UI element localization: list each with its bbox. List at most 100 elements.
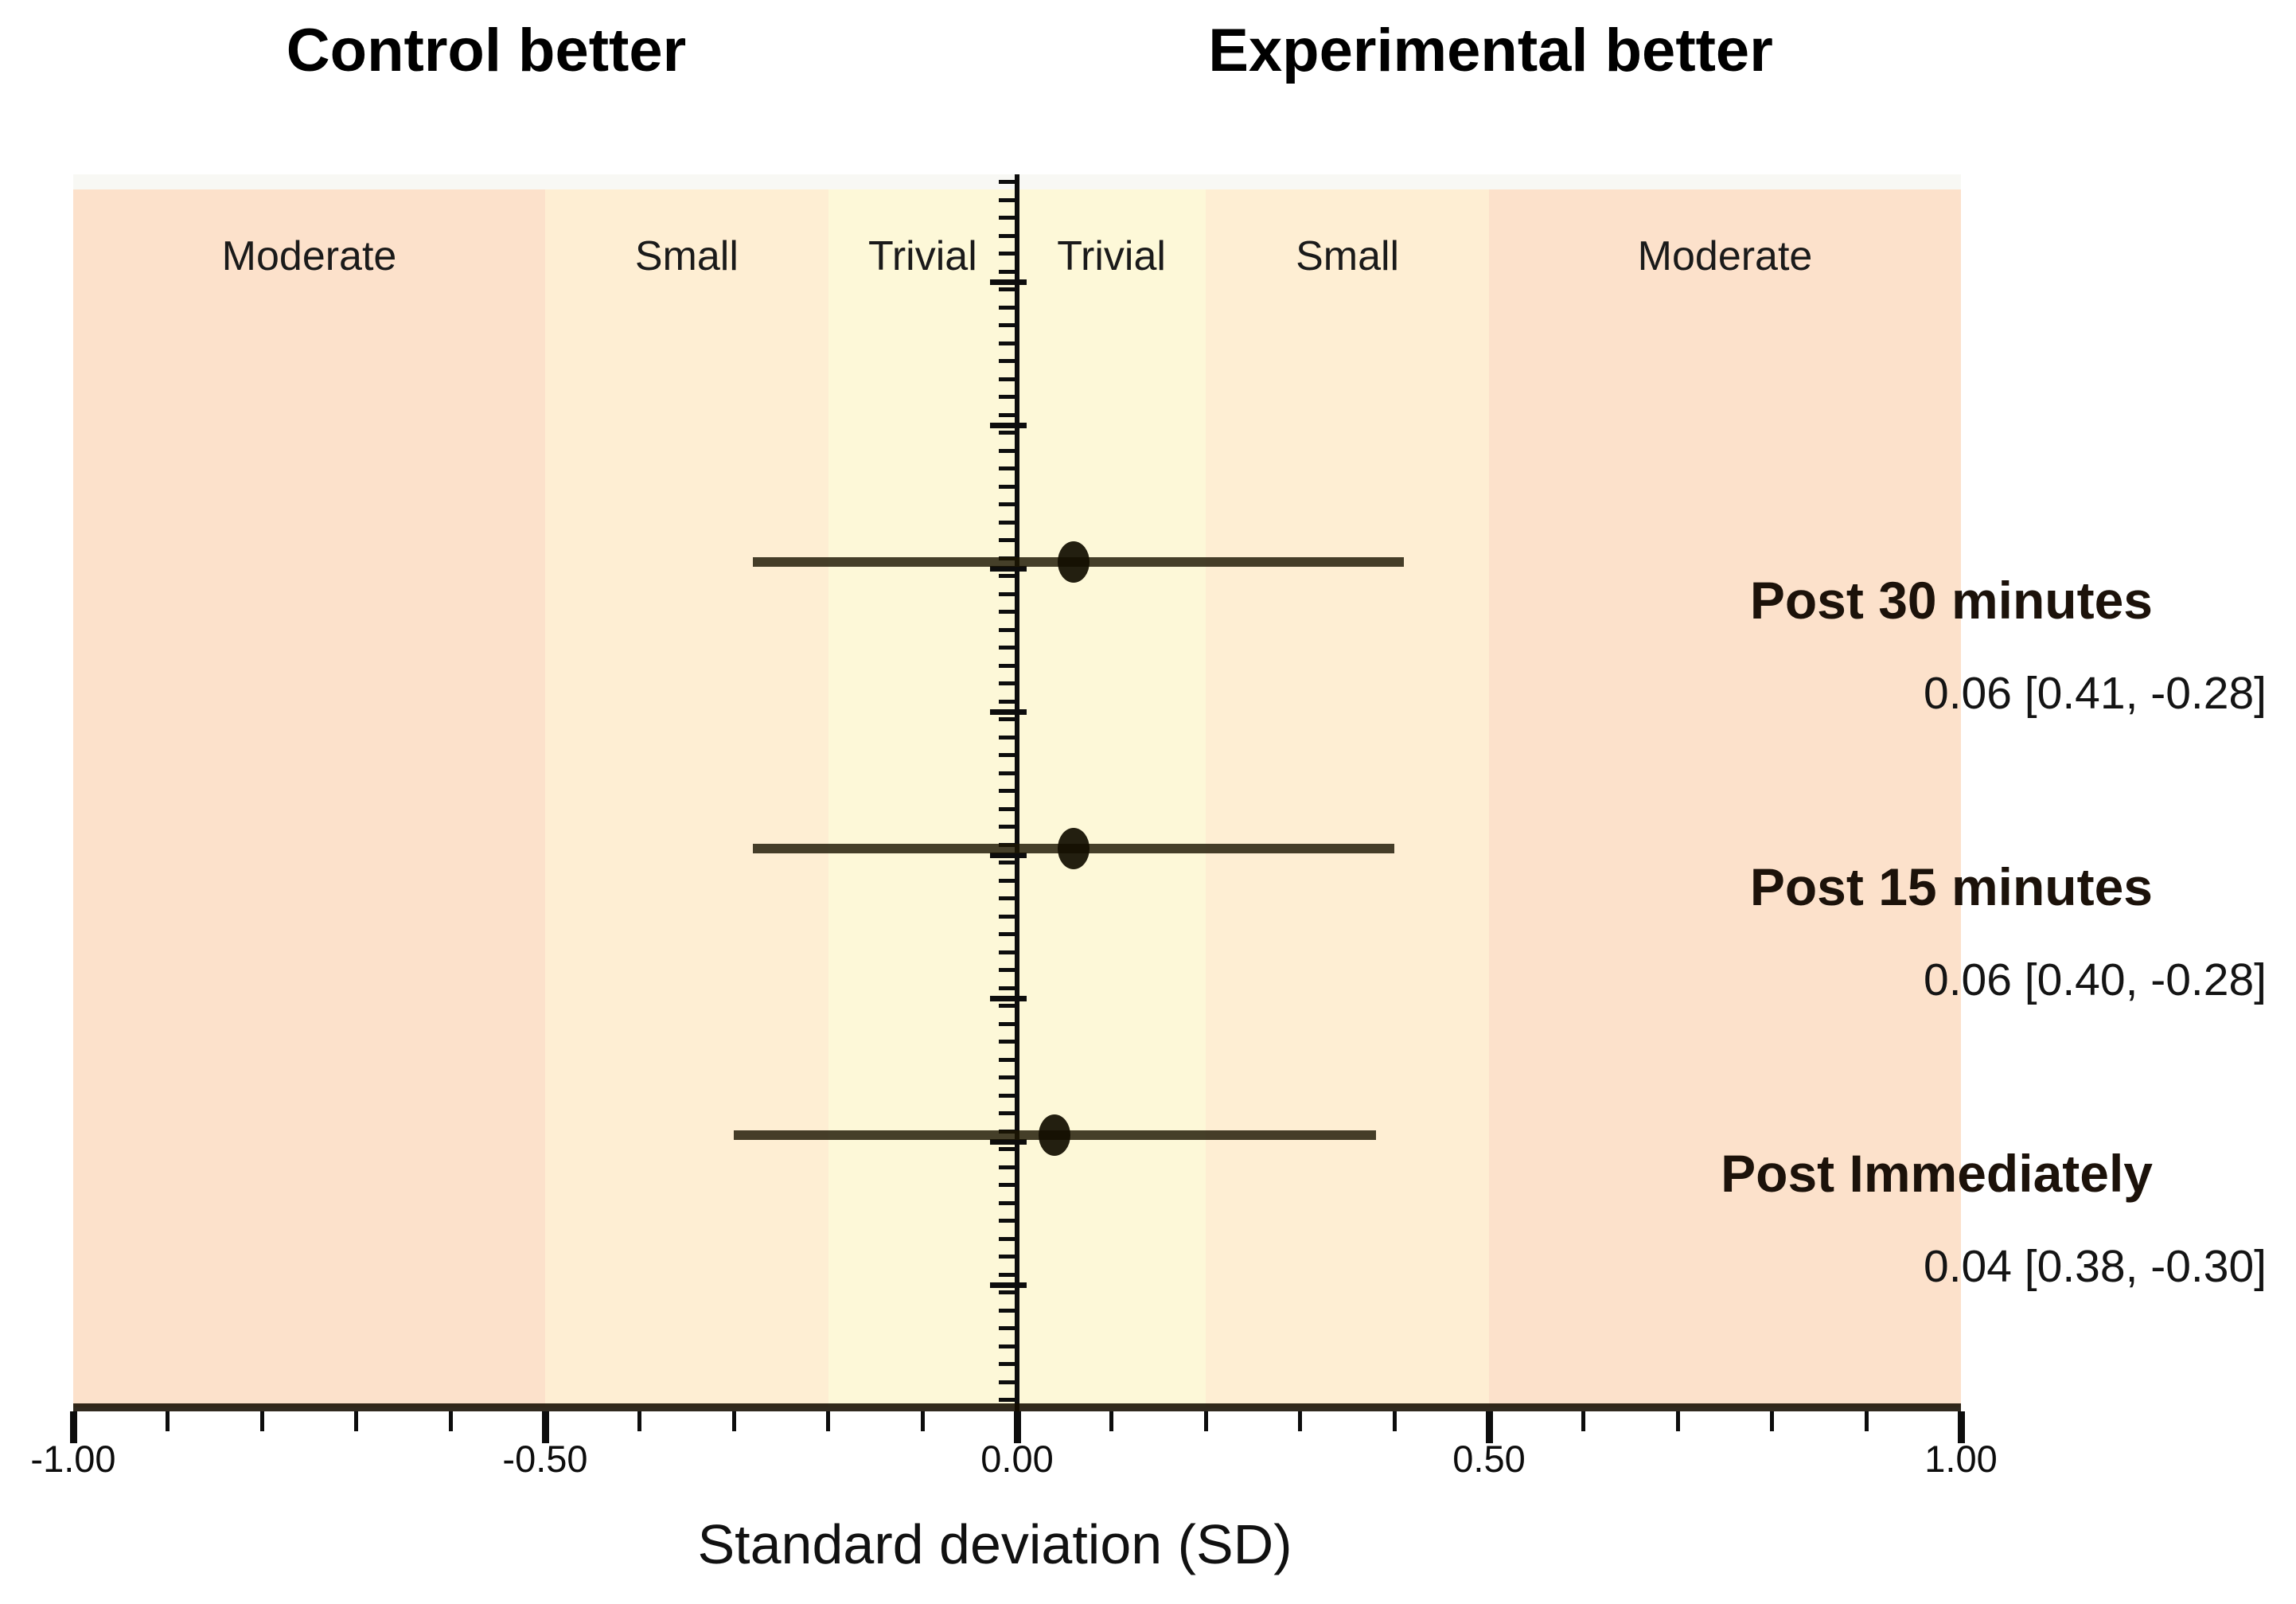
x-axis-minor-tick xyxy=(1864,1411,1869,1431)
y-axis-minor-tick xyxy=(999,395,1015,399)
zone-band-small-control xyxy=(545,189,828,1407)
y-axis-minor-tick xyxy=(999,180,1015,184)
y-axis-minor-tick xyxy=(999,681,1015,685)
data-point-marker xyxy=(1058,541,1090,583)
y-axis-minor-tick xyxy=(999,502,1015,506)
y-axis-minor-tick xyxy=(999,1021,1015,1026)
x-axis-major-tick xyxy=(1485,1411,1493,1443)
x-axis-minor-tick xyxy=(1203,1411,1208,1431)
x-axis-minor-tick xyxy=(1770,1411,1775,1431)
y-axis-minor-tick xyxy=(999,1200,1015,1205)
y-axis-minor-tick xyxy=(999,1362,1015,1366)
y-axis-minor-tick xyxy=(999,1290,1015,1294)
x-axis-major-tick xyxy=(1013,1411,1021,1443)
x-axis-major-tick xyxy=(541,1411,549,1443)
x-axis-minor-tick xyxy=(1392,1411,1397,1431)
y-axis-minor-tick xyxy=(999,806,1015,811)
y-axis-minor-tick xyxy=(999,466,1015,470)
y-axis-minor-tick xyxy=(999,252,1015,256)
y-axis-minor-tick xyxy=(999,1147,1015,1151)
study-value: 0.06 [0.41, -0.28] xyxy=(1924,668,2267,719)
y-axis-major-tick xyxy=(990,423,1027,428)
x-axis-tick-label: -0.50 xyxy=(502,1438,588,1480)
y-axis-minor-tick xyxy=(999,896,1015,900)
y-axis-minor-tick xyxy=(999,1165,1015,1169)
y-axis-minor-tick xyxy=(999,341,1015,345)
y-axis-minor-tick xyxy=(999,591,1015,596)
y-axis-minor-tick xyxy=(999,269,1015,274)
y-axis-minor-tick xyxy=(999,825,1015,829)
zone-label-trivial-control: Trivial xyxy=(868,233,977,279)
y-axis-major-tick xyxy=(990,279,1027,285)
y-axis-minor-tick xyxy=(999,1219,1015,1223)
y-axis-major-tick xyxy=(990,1282,1027,1288)
zone-label-small-experimental: Small xyxy=(1296,233,1400,279)
y-axis-minor-tick xyxy=(999,968,1015,972)
y-axis-minor-tick xyxy=(999,1057,1015,1062)
y-axis-minor-tick xyxy=(999,610,1015,614)
y-axis-minor-tick xyxy=(999,1236,1015,1241)
y-axis-minor-tick xyxy=(999,646,1015,650)
x-axis-line xyxy=(73,1403,1961,1411)
y-axis-minor-tick xyxy=(999,574,1015,578)
y-axis-minor-tick xyxy=(999,1040,1015,1044)
y-axis-minor-tick xyxy=(999,699,1015,704)
y-axis-minor-tick xyxy=(999,484,1015,489)
y-axis-minor-tick xyxy=(999,663,1015,668)
y-axis-minor-tick xyxy=(999,789,1015,793)
y-axis-minor-tick xyxy=(999,448,1015,453)
x-axis-tick-label: 1.00 xyxy=(1924,1438,1998,1480)
y-axis-minor-tick xyxy=(999,323,1015,327)
zone-band-moderate-control xyxy=(73,189,545,1407)
y-axis-minor-tick xyxy=(999,878,1015,883)
zone-band-trivial-experimental xyxy=(1017,189,1206,1407)
x-axis-tick-label: -1.00 xyxy=(30,1438,116,1480)
study-label: Post 30 minutes xyxy=(1749,571,2153,630)
x-axis-minor-tick xyxy=(166,1411,170,1431)
x-axis-minor-tick xyxy=(826,1411,831,1431)
zero-axis-line xyxy=(1015,174,1019,1414)
x-axis-tick-label: 0.50 xyxy=(1452,1438,1526,1480)
x-axis-minor-tick xyxy=(920,1411,925,1431)
y-axis-minor-tick xyxy=(999,1075,1015,1079)
y-axis-minor-tick xyxy=(999,1398,1015,1402)
y-axis-minor-tick xyxy=(999,735,1015,740)
header-control-better: Control better xyxy=(286,17,687,84)
y-axis-minor-tick xyxy=(999,520,1015,525)
study-label: Post 15 minutes xyxy=(1749,857,2153,916)
x-axis-tick-label: 0.00 xyxy=(980,1438,1054,1480)
y-axis-minor-tick xyxy=(999,1272,1015,1277)
y-axis-major-tick xyxy=(990,709,1027,715)
y-axis-minor-tick xyxy=(999,1344,1015,1348)
y-axis-minor-tick xyxy=(999,932,1015,936)
y-axis-minor-tick xyxy=(999,412,1015,417)
x-axis-minor-tick xyxy=(1109,1411,1114,1431)
y-axis-major-tick xyxy=(990,996,1027,1001)
data-point-marker xyxy=(1058,828,1090,869)
x-axis-minor-tick xyxy=(1675,1411,1680,1431)
y-axis-minor-tick xyxy=(999,431,1015,435)
x-axis-minor-tick xyxy=(1298,1411,1303,1431)
y-axis-minor-tick xyxy=(999,233,1015,238)
y-axis-minor-tick xyxy=(999,1183,1015,1187)
y-axis-minor-tick xyxy=(999,627,1015,632)
x-axis-major-tick xyxy=(69,1411,77,1443)
y-axis-minor-tick xyxy=(999,197,1015,202)
zone-band-small-experimental xyxy=(1206,189,1489,1407)
zone-label-moderate-control: Moderate xyxy=(221,233,397,279)
y-axis-major-tick xyxy=(990,566,1027,572)
y-axis-minor-tick xyxy=(999,1326,1015,1330)
x-axis-minor-tick xyxy=(1581,1411,1586,1431)
y-axis-minor-tick xyxy=(999,985,1015,990)
zone-band-trivial-control xyxy=(828,189,1017,1407)
y-axis-minor-tick xyxy=(999,1004,1015,1008)
study-value: 0.04 [0.38, -0.30] xyxy=(1924,1241,2267,1292)
y-axis-minor-tick xyxy=(999,1380,1015,1384)
zone-label-trivial-experimental: Trivial xyxy=(1057,233,1166,279)
x-axis-minor-tick xyxy=(637,1411,642,1431)
x-axis-title: Standard deviation (SD) xyxy=(697,1513,1292,1575)
y-axis-minor-tick xyxy=(999,1255,1015,1259)
y-axis-minor-tick xyxy=(999,377,1015,381)
